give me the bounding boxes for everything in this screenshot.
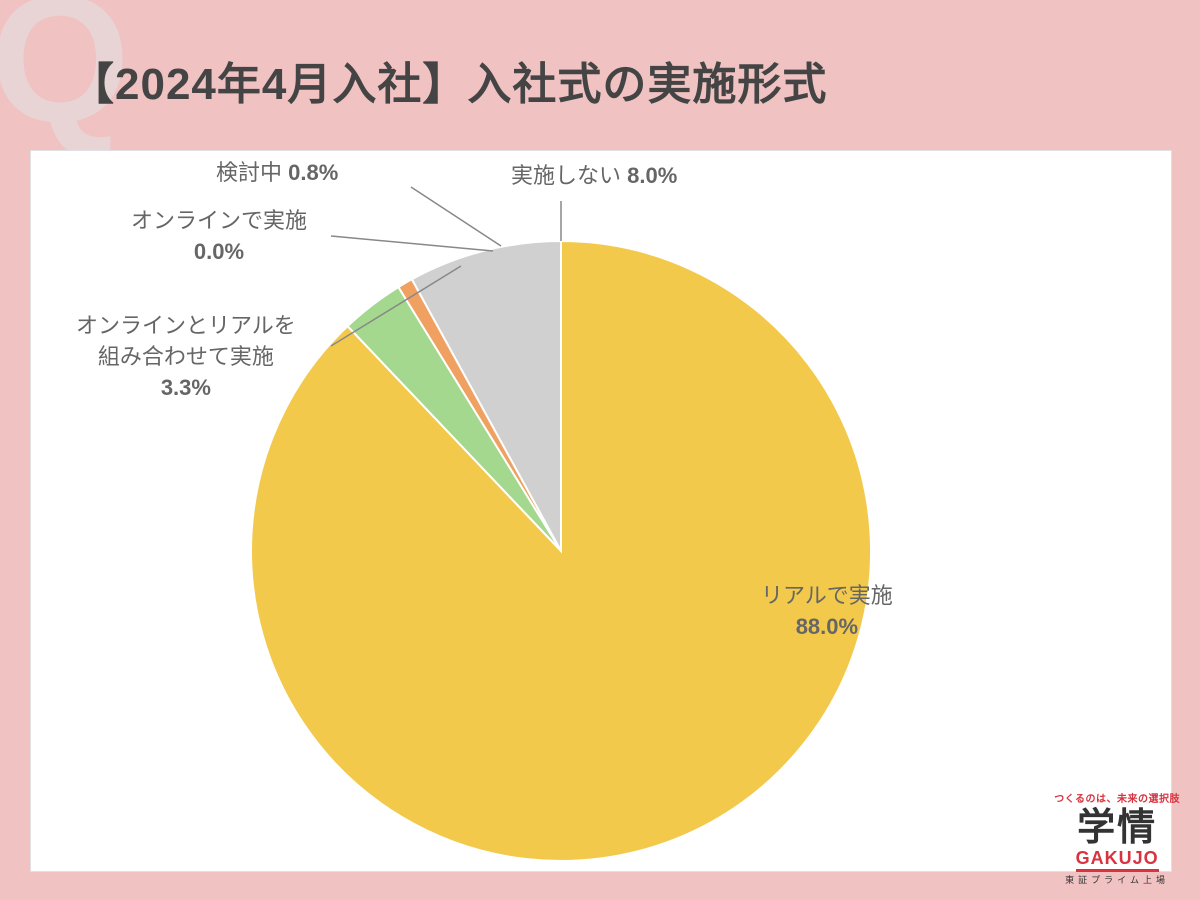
logo-tagline: つくるのは、未来の選択肢 xyxy=(1054,795,1180,805)
pie-slice xyxy=(251,241,871,861)
brand-logo: つくるのは、未来の選択肢 学情 GAKUJO 東証プライム上場 xyxy=(1054,795,1180,885)
slide-title: 【2024年4月入社】入社式の実施形式 xyxy=(70,48,827,112)
chart-card: 実施しない 8.0% 検討中 0.8% オンラインで実施0.0% オンラインとリアルを… xyxy=(30,150,1172,872)
slice-label: リアルで実施88.0% xyxy=(761,581,893,643)
slice-label: オンラインで実施0.0% xyxy=(131,206,307,268)
slice-label: オンラインとリアルを組み合わせて実施3.3% xyxy=(76,311,296,403)
slice-label: 実施しない 8.0% xyxy=(511,161,677,192)
logo-roman: GAKUJO xyxy=(1076,849,1159,872)
slice-label: 検討中 0.8% xyxy=(216,158,338,189)
leader-line xyxy=(411,187,501,246)
slide-frame: Q 【2024年4月入社】入社式の実施形式 実施しない 8.0%検討中 0.8%… xyxy=(0,0,1200,900)
logo-main: 学情 xyxy=(1054,809,1180,847)
leader-line xyxy=(331,236,493,251)
logo-sub: 東証プライム上場 xyxy=(1054,876,1180,885)
